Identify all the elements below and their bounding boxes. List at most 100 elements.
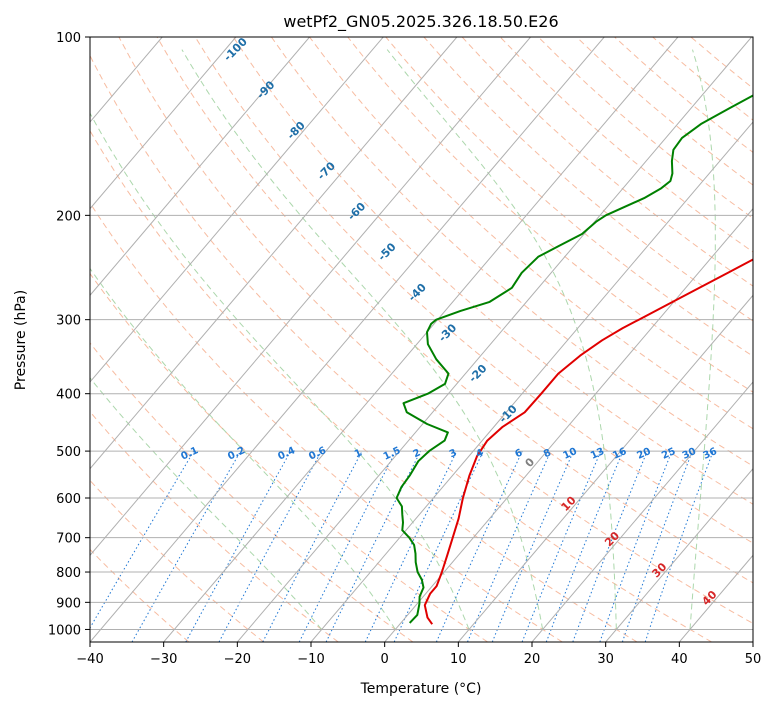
mixing-ratio-label: 0.6 — [307, 445, 328, 462]
wbpt-label: -20 — [466, 362, 489, 385]
y-tick-label: 800 — [56, 566, 81, 581]
dewpoint-profile-line — [395, 94, 753, 624]
x-tick-label: 40 — [671, 652, 688, 667]
mixing-ratio-label: 36 — [702, 446, 719, 462]
series-layer — [395, 94, 753, 625]
mixing-ratio-line — [435, 450, 523, 642]
mixing-ratio-label: 6 — [513, 447, 524, 460]
x-tick-label: −20 — [224, 652, 251, 667]
x-tick-label: 10 — [450, 652, 467, 667]
isotherm-gridline — [90, 37, 605, 642]
background-lines — [90, 37, 753, 642]
mixing-ratio-label: 30 — [681, 446, 698, 462]
x-tick-label: 20 — [524, 652, 541, 667]
dry-adiabat-line — [90, 479, 264, 642]
y-tick-label: 600 — [56, 492, 81, 507]
mixing-ratio-label: 8 — [542, 447, 553, 460]
isotherm-label: 40 — [699, 588, 719, 608]
isotherm-gridline — [678, 554, 753, 642]
mixing-ratio-label: 13 — [589, 446, 606, 462]
y-tick-label: 1000 — [48, 623, 81, 638]
x-tick-label: 0 — [381, 652, 389, 667]
y-axis-label: Pressure (hPa) — [13, 290, 29, 390]
wbpt-label: -80 — [285, 119, 308, 142]
mixing-ratio-label: 0.4 — [276, 445, 297, 462]
dry-adiabat-line — [90, 202, 563, 642]
isotherm-gridline — [236, 37, 752, 642]
isotherm-gridline — [605, 467, 753, 642]
isotherm-gridline — [90, 37, 310, 297]
y-tick-label: 100 — [56, 31, 81, 46]
moist-adiabat-line — [90, 267, 396, 630]
dry-adiabat-line — [537, 37, 753, 219]
isotherm-gridline — [457, 294, 753, 642]
dry-adiabat-line — [499, 37, 753, 253]
mixing-ratio-label: 25 — [660, 446, 677, 462]
mixing-ratio-line — [491, 450, 574, 642]
mixing-ratio-line — [90, 450, 195, 629]
isotherm-gridline — [90, 37, 531, 557]
dry-adiabat-line — [156, 37, 753, 584]
y-tick-label: 500 — [56, 445, 81, 460]
x-axis-label: Temperature (°C) — [360, 681, 482, 697]
y-tick-label: 400 — [56, 388, 81, 403]
x-tick-label: 50 — [745, 652, 762, 667]
dry-adiabat-line — [347, 37, 753, 393]
isotherm-gridline — [752, 641, 753, 642]
mixing-ratio-line — [218, 450, 322, 642]
isotherm-gridline — [384, 207, 753, 642]
mixing-ratio-label: 16 — [611, 446, 628, 462]
mixing-ratio-label: 1 — [353, 447, 364, 460]
isotherm-gridline — [90, 37, 237, 210]
wbpt-label: -70 — [315, 159, 338, 182]
dry-adiabat-line — [194, 37, 753, 544]
x-tick-label: −10 — [297, 652, 324, 667]
temperature-profile-line — [423, 258, 753, 625]
mixing-ratio-line — [545, 450, 624, 642]
isotherm-label: 30 — [649, 560, 669, 580]
mixing-ratio-label: 20 — [635, 446, 652, 462]
dry-adiabat-line — [461, 37, 753, 287]
mixing-ratio-label: 3 — [448, 447, 459, 460]
y-tick-label: 300 — [56, 314, 81, 329]
isotherm-gridline — [310, 121, 753, 642]
dry-adiabat-line — [576, 37, 753, 186]
isotherm-gridline — [90, 37, 384, 383]
dry-adiabat-line — [90, 54, 712, 642]
mixing-ratio-label: 0.2 — [226, 445, 247, 462]
isotherm-label: 20 — [602, 529, 622, 549]
moist-adiabat-line — [90, 112, 470, 630]
dry-adiabat-line — [232, 37, 753, 505]
dry-adiabat-line — [423, 37, 753, 322]
mixing-ratio-line — [262, 450, 363, 642]
mixing-ratio-label: 10 — [562, 446, 579, 462]
mixing-ratio-line — [298, 450, 397, 642]
mixing-ratio-label: 2 — [411, 447, 422, 460]
moist-adiabat-line — [386, 49, 617, 630]
mixing-ratio-line — [185, 450, 292, 642]
mixing-ratio-label: 4 — [474, 447, 485, 460]
dry-adiabat-line — [90, 129, 638, 642]
dry-adiabat-line — [90, 410, 339, 642]
mixing-ratio-line — [644, 450, 714, 642]
dry-adiabat-line — [652, 37, 753, 121]
isotherm-gridline — [163, 37, 679, 642]
moist-adiabat-line — [689, 49, 716, 630]
y-tick-label: 700 — [56, 532, 81, 547]
mixing-ratio-line — [467, 450, 552, 642]
mixing-ratio-line — [621, 450, 693, 642]
line-labels: 0.1 0.2 0.4 0.6 1 1.5 2 3 4 6 8 10 13 16 20 25 30 36-100-… — [179, 35, 719, 608]
chart-title: wetPf2_GN05.2025.326.18.50.E26 — [283, 12, 558, 32]
dry-adiabat-line — [90, 342, 414, 642]
grid-lines — [90, 37, 753, 642]
y-tick-label: 200 — [56, 209, 81, 224]
isotherm-gridline — [90, 37, 458, 470]
mixing-ratio-line — [131, 450, 242, 642]
dry-adiabat-line — [90, 548, 190, 642]
y-tick-label: 900 — [56, 596, 81, 611]
wbpt-label: -50 — [375, 240, 398, 263]
x-tick-label: −30 — [150, 652, 177, 667]
isotherm-label: 10 — [559, 494, 579, 514]
x-tick-label: 30 — [597, 652, 614, 667]
